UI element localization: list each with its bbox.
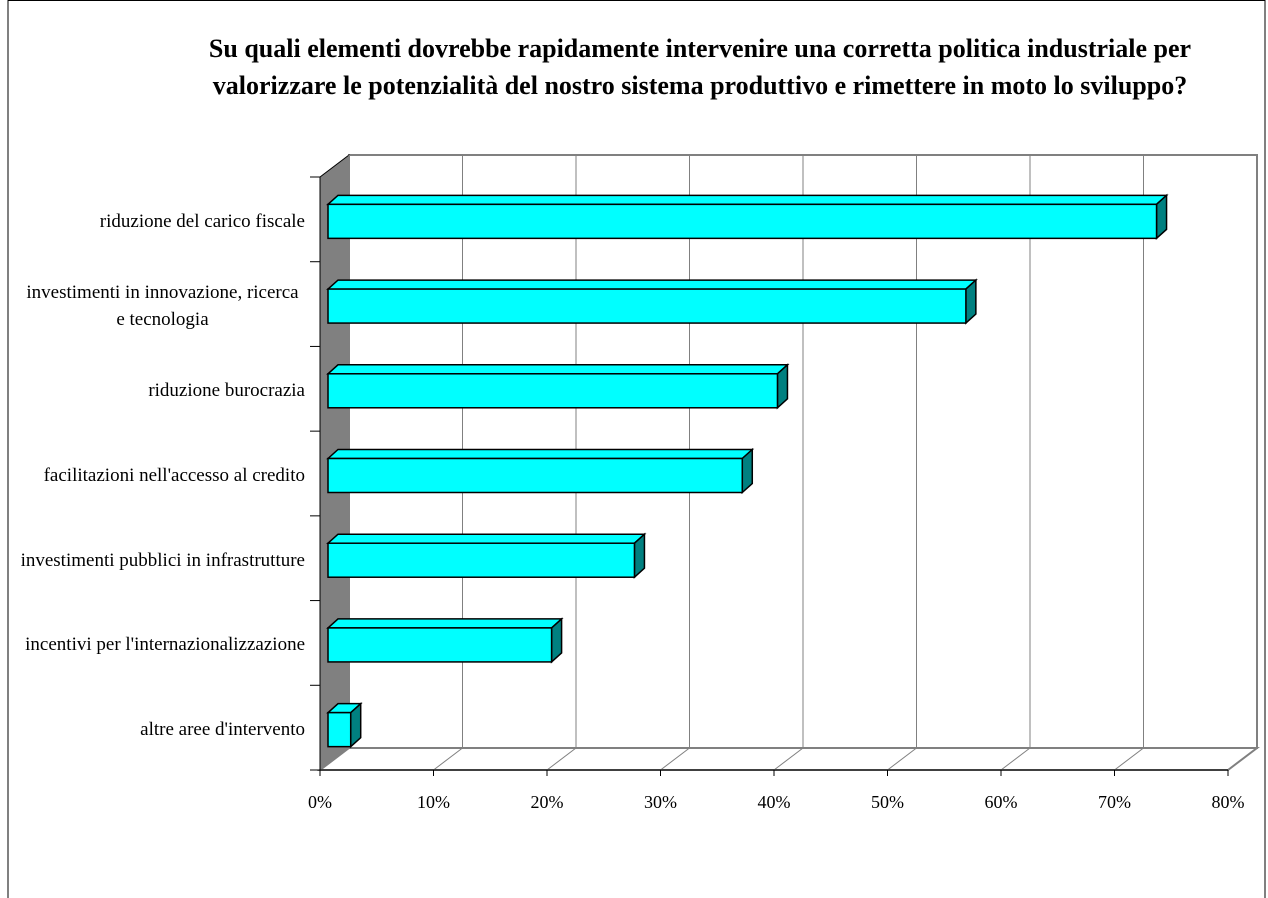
floor-grid-line — [433, 747, 463, 771]
y-tick-text: facilitazioni nell'accesso al credito — [43, 465, 305, 486]
y-tick-label: investimenti pubblici in infrastrutture — [20, 547, 305, 574]
bar — [326, 193, 1169, 241]
floor-grid-line — [1227, 747, 1258, 771]
x-tick-label: 70% — [1098, 792, 1131, 812]
floor-grid-line — [1000, 747, 1031, 771]
bar-front — [327, 203, 1158, 240]
x-tick-label: 30% — [644, 792, 677, 812]
bar-top — [326, 618, 564, 629]
y-tick-text: investimenti in innovazione, ricerca e t… — [26, 282, 299, 331]
bar — [326, 363, 790, 410]
x-tick-label: 20% — [531, 792, 564, 812]
x-tick-label: 0% — [308, 792, 332, 812]
bar-top — [326, 533, 647, 544]
chart-title: Su quali elementi dovrebbe rapidamente i… — [208, 34, 1192, 100]
floor-grid-line — [887, 747, 917, 771]
y-tick-text: riduzione del carico fiscale — [99, 210, 305, 232]
bar — [326, 617, 564, 664]
y-tick-text: riduzione burocrazia — [148, 380, 305, 402]
floor-grid-line — [660, 747, 690, 771]
bar — [326, 278, 978, 325]
y-tick-label: altre aree d'intervento — [20, 716, 305, 743]
floor-grid-line — [773, 747, 804, 771]
bar-front — [327, 711, 352, 748]
bar-top — [326, 364, 790, 375]
bar-front — [327, 457, 744, 494]
y-tick-text: incentivi per l'internazionalizzazione — [25, 634, 305, 656]
y-tick-label: facilitazioni nell'accesso al credito — [20, 462, 305, 489]
frame — [7, 0, 1266, 898]
y-tick-text: altre aree d'intervento — [140, 719, 305, 741]
y-tick-text: investimenti pubblici in infrastrutture — [20, 549, 305, 571]
bar-front — [327, 542, 636, 578]
x-tick-label: 10% — [417, 792, 450, 812]
bar-top — [326, 194, 1169, 206]
bar-front — [327, 627, 553, 663]
x-tick-label: 50% — [871, 792, 904, 812]
x-tick-label: 80% — [1212, 792, 1245, 812]
x-tick-label: 60% — [985, 792, 1018, 812]
floor-grid-line — [319, 747, 350, 771]
floor-grid-line — [1114, 747, 1144, 771]
bar — [326, 447, 755, 495]
bar-front — [327, 373, 779, 409]
y-tick-label: incentivi per l'internazionalizzazione — [20, 631, 305, 658]
y-tick-label: riduzione del carico fiscale — [20, 208, 305, 235]
x-tick-label: 40% — [758, 792, 791, 812]
y-tick-label: riduzione burocrazia — [20, 377, 305, 404]
bar — [326, 701, 363, 749]
bar-top — [326, 448, 755, 460]
bar — [326, 532, 647, 579]
bar-top — [326, 279, 978, 290]
bar-front — [327, 288, 967, 324]
y-tick-label: investimenti in innovazione, ricerca e t… — [20, 279, 305, 333]
floor-grid-line — [546, 747, 577, 771]
